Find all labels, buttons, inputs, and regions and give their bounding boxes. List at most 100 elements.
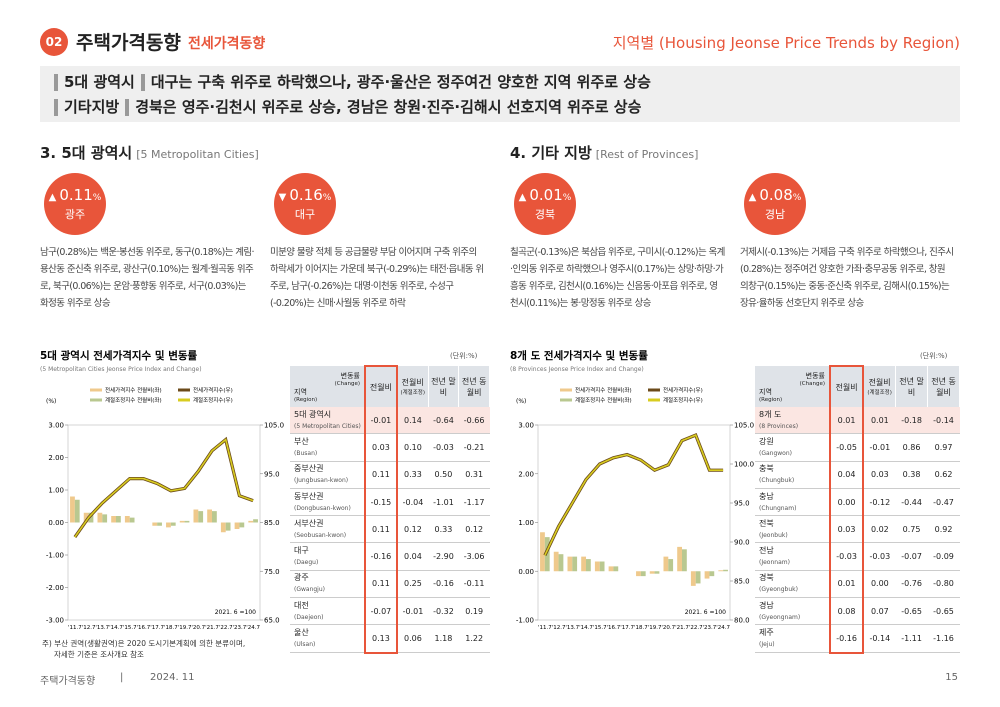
y-tick-label: 1.00 [518, 519, 534, 527]
region-cell: 제주 (Jeju) [755, 624, 830, 654]
value-cell: -1.01 [428, 488, 459, 517]
region-en: (Daejeon) [294, 613, 324, 621]
region-cell: 8개 도 (8 Provinces) [755, 407, 830, 435]
column-header: 전월비 (계절조정) [863, 366, 897, 407]
value: 0.08 [759, 186, 793, 204]
section-heading: 4. 기타 지방 [Rest of Provinces] [510, 142, 698, 163]
stat-circle: ▲ 0.08% 경남 [744, 173, 806, 235]
data-table: 변동률 (Change) 지역 (Region) 전월비 전월비 (계절조정) 전년 말비 전년… [755, 365, 960, 654]
arrow: ▲ [518, 192, 527, 203]
region: 경북 [534, 208, 556, 221]
chart: 8개 도 전세가격지수 및 변동률 (8 Provinces Jeonse Pri… [510, 349, 754, 631]
value-cell: 0.50 [428, 461, 459, 489]
chart-subtitle: (8 Provinces Jeonse Price Index and Chan… [510, 366, 644, 373]
x-tick-label: '16.7 [607, 625, 621, 631]
table-row: 전북 (Jeonbuk) 0.03 0.02 0.75 0.92 [755, 515, 960, 544]
column-header: 전월비 (계절조정) [396, 366, 429, 407]
value-cell: -0.07 [895, 542, 928, 571]
stat-value: ▲ 0.11% [44, 186, 106, 204]
value-cell: -0.66 [458, 407, 490, 435]
page-subtitle: 전세가격동향 [188, 36, 266, 52]
region-en: (5 Metropolitan Cities) [294, 422, 361, 430]
value-cell: 0.12 [396, 515, 429, 544]
bar [207, 509, 212, 523]
region-name: 충북 [759, 464, 774, 474]
unit-label: (단위:%) [920, 352, 948, 360]
column-header: 전년 말비 [428, 366, 460, 407]
page-title: 주택가격동향 [76, 32, 181, 54]
stat-circle: ▲ 0.11% 광주 [44, 173, 106, 235]
bar [116, 516, 121, 523]
y-tick-label: 3.00 [518, 422, 534, 430]
card-text: 미분양 물량 적체 등 공급물량 부담 이어지며 구축 위주의 하락세가 이어지… [270, 247, 484, 309]
value-cell: 0.38 [895, 461, 928, 489]
value-cell: -0.18 [895, 407, 928, 435]
value-cell: -0.05 [828, 433, 865, 462]
value-cell: -0.12 [863, 488, 896, 517]
table-row: 충남 (Chungnam) 0.00 -0.12 -0.44 -0.47 [755, 488, 960, 517]
column-label: 전월비 [401, 378, 424, 387]
value-cell: 0.04 [396, 542, 429, 571]
bar [649, 571, 655, 574]
region-en: (Chungbuk) [759, 477, 795, 485]
table-row: 서부산권 (Seobusan-kwon) 0.11 0.12 0.33 0.12 [290, 515, 490, 544]
bar [599, 561, 605, 572]
corner-bottom-label: 지역 [759, 387, 772, 396]
bar [97, 512, 103, 523]
region-name: 서부산권 [294, 518, 324, 528]
table-row: 전남 (Jeonnam) -0.03 -0.03 -0.07 -0.09 [755, 542, 960, 571]
value-cell: 0.97 [927, 433, 960, 462]
bar [572, 556, 578, 572]
legend-label: 계절조정지수(우) [663, 396, 703, 404]
column-sub: (계절조정) [400, 390, 425, 396]
table-row: 대전 (Daejeon) -0.07 -0.01 -0.32 0.19 [290, 597, 490, 626]
value-cell: -0.03 [828, 542, 865, 571]
region-name: 동부산권 [294, 491, 324, 501]
value-cell: 0.25 [396, 570, 429, 599]
y2-tick-label: 85.0 [264, 519, 280, 527]
legend-label: 전세가격지수 전월비(좌) [575, 386, 632, 394]
bar [677, 546, 682, 572]
value-cell: -0.15 [364, 488, 398, 517]
value-cell: 1.18 [428, 624, 459, 654]
value-cell: 0.03 [863, 461, 896, 489]
bar [682, 549, 687, 572]
value-cell: -1.17 [458, 488, 490, 517]
x-tick-label: '15.7 [123, 625, 137, 631]
bar [613, 566, 619, 572]
region-en: (Gyeongnam) [759, 613, 801, 621]
region-name: 대전 [294, 600, 309, 610]
y-tick-label: 1.00 [48, 487, 64, 495]
value-cell: 0.01 [828, 570, 865, 599]
x-tick-label: '24.7 [716, 625, 730, 631]
value: 0.16 [289, 186, 323, 204]
summary-row: 5대 광역시 대구는 구축 위주로 하락했으나, 광주·울산은 정주여건 양호한 … [54, 71, 651, 92]
x-tick-label: '14.7 [109, 625, 123, 631]
arrow: ▲ [48, 192, 57, 203]
unit: % [322, 193, 332, 203]
chart-title: 8개 도 전세가격지수 및 변동률 [510, 349, 648, 362]
line [544, 434, 724, 556]
bar [111, 516, 116, 523]
x-tick-label: '23.7 [703, 625, 717, 631]
region-en: (Chungnam) [759, 504, 797, 512]
legend-label: 계절조정지수(우) [193, 396, 233, 404]
bar [129, 517, 135, 523]
bar-marker [125, 99, 130, 116]
y2-tick-label: 65.0 [264, 617, 280, 625]
badge: 02 [40, 28, 68, 56]
summary-label: 기타지방 [64, 98, 120, 116]
x-tick-label: '13.7 [95, 625, 109, 631]
summary-text: 대구는 구축 위주로 하락했으나, 광주·울산은 정주여건 양호한 지역 위주로… [150, 73, 651, 91]
value-cell: 0.86 [895, 433, 928, 462]
x-tick-label: '19.7 [648, 625, 662, 631]
bar [166, 522, 171, 528]
bar [544, 537, 550, 572]
column-label: 전년 말비 [431, 376, 456, 397]
value-cell: 0.03 [364, 433, 398, 462]
value-cell: -1.11 [895, 624, 928, 654]
value-cell: 0.01 [828, 407, 865, 435]
bar [594, 561, 600, 572]
value-cell: 0.11 [364, 515, 398, 544]
